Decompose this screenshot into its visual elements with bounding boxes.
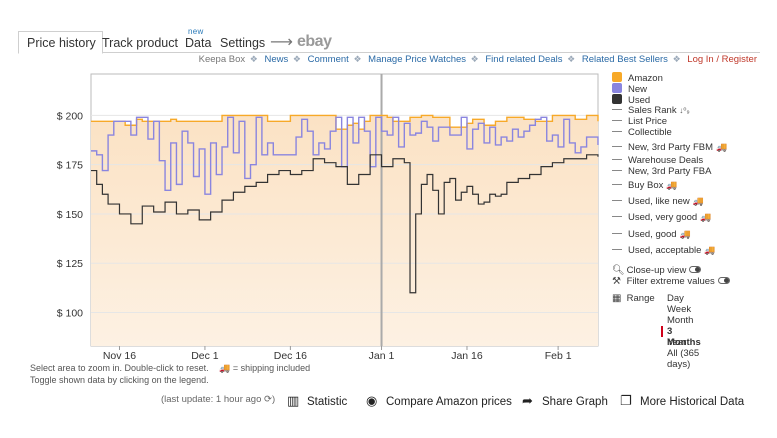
truck-icon: 🚚 xyxy=(700,212,712,222)
manage-price-watches-link[interactable]: Manage Price Watches xyxy=(368,54,467,65)
filter-icon: ⚒ xyxy=(612,276,621,287)
statistic-button[interactable]: ▥ Statistic xyxy=(287,393,348,408)
tab-data[interactable]: new Data xyxy=(185,27,212,50)
tab-data-label: Data xyxy=(185,36,212,50)
legend-list-price[interactable]: List Price xyxy=(612,116,667,128)
used-series xyxy=(91,154,599,294)
range-year[interactable]: Year xyxy=(667,337,687,348)
diamond-icon: ❖ xyxy=(567,54,576,64)
range-day[interactable]: Day xyxy=(667,293,684,304)
share-graph-button[interactable]: ➦ Share Graph xyxy=(522,393,608,408)
y-tick-label: $ 125 xyxy=(57,258,83,270)
new-badge: new xyxy=(188,27,204,36)
filter-toggle[interactable] xyxy=(717,277,730,284)
best-sellers-link[interactable]: Related Best Sellers xyxy=(581,54,668,65)
legend-warehouse[interactable]: Warehouse Deals xyxy=(612,155,703,167)
truck-icon: 🚚 xyxy=(692,196,704,206)
last-update: (last update: 1 hour ago ⟳) xyxy=(161,394,276,405)
bar-chart-icon: ▥ xyxy=(287,393,300,408)
new-series xyxy=(91,116,599,195)
link-bar: Keepa Box ❖ News ❖ Comment ❖ Manage Pric… xyxy=(197,54,757,65)
legend-collectible[interactable]: Collectible xyxy=(612,127,672,139)
find-deals-link[interactable]: Find related Deals xyxy=(485,54,563,65)
y-tick-label: $ 200 xyxy=(57,110,83,122)
chart-notes: Select area to zoom in. Double-click to … xyxy=(30,362,310,386)
news-link[interactable]: News xyxy=(264,54,289,65)
more-history-button[interactable]: ❐ More Historical Data xyxy=(620,393,745,408)
y-tick-label: $ 150 xyxy=(57,209,83,221)
closeup-view-option[interactable]: 🔍︎ Close-up view xyxy=(612,265,702,276)
tab-ebay[interactable]: ebay xyxy=(297,33,332,50)
legend-used-like-new[interactable]: Used, like new 🚚 xyxy=(612,195,704,207)
diamond-icon: ❖ xyxy=(470,54,479,64)
diamond-icon: ❖ xyxy=(672,54,681,64)
x-tick-label: Dec 16 xyxy=(274,350,307,362)
arrow-right-icon: ⟶ xyxy=(270,34,293,51)
globe-icon: ◉ xyxy=(366,393,378,408)
legend-hint: Toggle shown data by clicking on the leg… xyxy=(30,375,209,385)
closeup-toggle[interactable] xyxy=(689,266,702,273)
y-tick-label: $ 175 xyxy=(57,160,83,172)
keepa-box-label: Keepa Box xyxy=(198,54,246,65)
range-week[interactable]: Week xyxy=(667,304,692,315)
legend-buy-box[interactable]: Buy Box 🚚 xyxy=(612,179,678,191)
range-month[interactable]: Month xyxy=(667,315,694,326)
diamond-icon: ❖ xyxy=(249,54,258,64)
legend-new[interactable]: New xyxy=(612,83,647,95)
compare-prices-button[interactable]: ◉ Compare Amazon prices xyxy=(366,393,512,408)
amazon-area xyxy=(91,115,598,347)
tab-track-product[interactable]: Track product xyxy=(102,36,178,50)
amazon-swatch xyxy=(612,72,622,82)
tab-price-history[interactable]: Price history xyxy=(18,31,103,54)
bottom-toolbar: (last update: 1 hour ago ⟳) ▥ Statistic ◉… xyxy=(0,393,777,411)
filter-extreme-option[interactable]: ⚒ Filter extreme values xyxy=(612,276,730,287)
share-icon: ➦ xyxy=(522,393,533,408)
x-tick-label: Jan 16 xyxy=(451,350,483,362)
legend-used[interactable]: Used xyxy=(612,94,650,106)
truck-icon: 🚚 xyxy=(219,363,231,373)
shipping-hint: = shipping included xyxy=(232,363,311,373)
new-swatch xyxy=(612,83,622,93)
zoom-hint: Select area to zoom in. Double-click to … xyxy=(30,363,209,373)
range-all[interactable]: All (365 days) xyxy=(667,348,700,370)
sort-icon: ↓⁰₉ xyxy=(679,106,690,115)
tab-settings[interactable]: Settings xyxy=(220,36,266,50)
truck-icon: 🚚 xyxy=(704,245,716,255)
diamond-icon: ❖ xyxy=(292,54,301,64)
login-register-link[interactable]: Log In / Register xyxy=(687,54,757,65)
range-3-months[interactable]: 3 Months xyxy=(661,326,701,348)
range-label: ▦ Range xyxy=(612,293,655,304)
amazon-series xyxy=(91,114,599,130)
legend-used-very-good[interactable]: Used, very good 🚚 xyxy=(612,211,711,223)
range-list: Day Week Month 3 Months Year All (365 da… xyxy=(661,293,701,370)
y-tick-label: $ 100 xyxy=(57,307,83,319)
legend-new-fbm[interactable]: New, 3rd Party FBM 🚚 xyxy=(612,141,727,153)
used-swatch xyxy=(612,94,622,104)
calendar-icon: ▦ xyxy=(612,293,622,304)
copy-icon: ❐ xyxy=(620,393,632,408)
truck-icon: 🚚 xyxy=(666,180,678,190)
x-tick-label: Feb 1 xyxy=(545,350,572,362)
legend-sales-rank[interactable]: Sales Rank ↓⁰₉ xyxy=(612,105,690,117)
diamond-icon: ❖ xyxy=(353,54,362,64)
comment-link[interactable]: Comment xyxy=(307,54,349,65)
truck-icon: 🚚 xyxy=(679,229,691,239)
tab-bar: Price history Track product new Data Set… xyxy=(18,27,760,54)
legend-used-acceptable[interactable]: Used, acceptable 🚚 xyxy=(612,244,716,256)
legend-new-fba[interactable]: New, 3rd Party FBA xyxy=(612,166,711,178)
x-tick-label: Nov 16 xyxy=(103,350,136,362)
magnifier-icon: 🔍︎ xyxy=(612,265,625,276)
x-tick-label: Dec 1 xyxy=(191,350,219,362)
x-tick-label: Jan 1 xyxy=(369,350,395,362)
legend-used-good[interactable]: Used, good 🚚 xyxy=(612,228,691,240)
legend-amazon[interactable]: Amazon xyxy=(612,72,663,84)
truck-icon: 🚚 xyxy=(716,142,728,152)
